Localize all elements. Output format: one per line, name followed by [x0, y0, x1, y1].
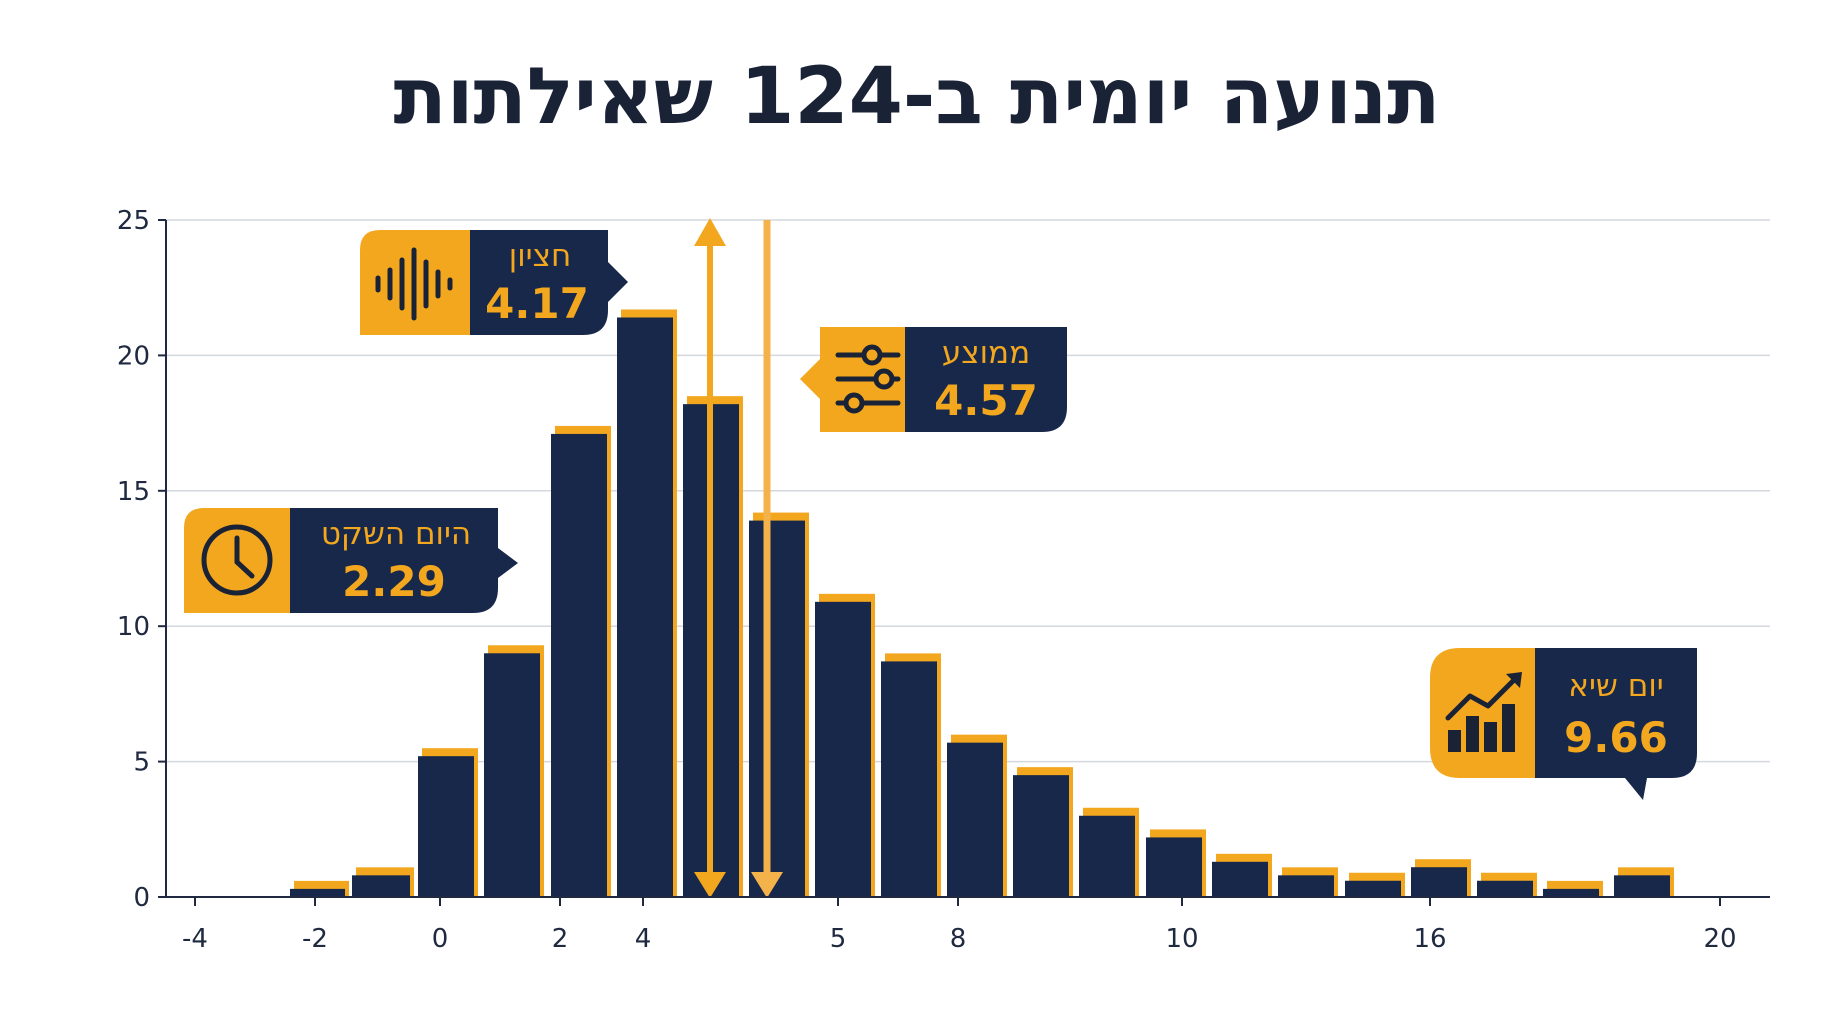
y-tick-label-5: 25	[117, 206, 150, 236]
callout-quietest-day: היום השקט 2.29	[184, 508, 518, 613]
x-tick-label-7: 10	[1165, 924, 1198, 954]
median-arrow-head-down	[694, 872, 726, 898]
x-tick-label-9: 20	[1703, 924, 1736, 954]
median-arrow-head-up	[694, 218, 726, 246]
x-tick-label-4: 4	[635, 924, 652, 954]
callout-peak-day: יום שיא 9.66	[1430, 648, 1697, 800]
bar-8	[815, 601, 871, 897]
bar-15	[1278, 875, 1334, 897]
bar-4	[551, 433, 607, 897]
bar-chart-trend-icon	[1445, 672, 1522, 752]
y-tick-label-1: 5	[133, 748, 150, 778]
callout-peak-label: יום שיא	[1568, 668, 1663, 704]
x-tick-label-2: 0	[432, 924, 449, 954]
callout-mean-label: ממוצע	[942, 335, 1030, 371]
bar-1	[352, 875, 410, 897]
bars	[290, 309, 1674, 897]
bar-7	[749, 520, 805, 897]
bar-2	[418, 756, 474, 897]
x-tick-label-0: -4	[182, 924, 208, 954]
y-tick-label-4: 20	[117, 341, 150, 371]
callout-median-text-box	[470, 230, 628, 335]
bar-13	[1146, 837, 1202, 897]
waveform-icon	[375, 247, 453, 321]
callout-mean-value: 4.57	[934, 376, 1038, 425]
axes	[165, 220, 1770, 898]
x-tick-label-5: 5	[830, 924, 847, 954]
callout-quietest-label: היום השקט	[321, 516, 471, 552]
callout-peak-text-box	[1535, 648, 1697, 800]
callout-peak-value: 9.66	[1564, 713, 1668, 762]
marker-arrows	[694, 218, 783, 898]
bar-19	[1543, 888, 1599, 897]
callout-median-label: חציון	[509, 238, 571, 274]
bar-14	[1212, 861, 1268, 897]
y-tick-label-0: 0	[133, 883, 150, 913]
bar-3	[484, 653, 540, 897]
bar-17	[1411, 867, 1467, 897]
median-arrow	[694, 218, 726, 898]
chart-title: תנועה יומית ב-124 שאילתות	[393, 52, 1441, 142]
bar-5	[617, 317, 673, 897]
bar-11	[1013, 775, 1069, 897]
x-axis-ticks: -4 -2 0 2 4 5 8 10 16 20	[182, 897, 1737, 954]
sliders-icon	[835, 344, 901, 414]
callout-mean-text-box	[905, 327, 1067, 432]
callout-quietest-value: 2.29	[342, 557, 446, 606]
y-tick-label-2: 10	[117, 612, 150, 642]
bar-20	[1614, 875, 1670, 897]
bar-12	[1079, 815, 1135, 897]
bar-9	[881, 661, 937, 897]
x-tick-label-1: -2	[302, 924, 328, 954]
bar-10	[947, 742, 1003, 897]
callout-median-value: 4.17	[485, 279, 589, 328]
callout-quietest-text-box	[290, 508, 518, 613]
y-axis-ticks: 0 5 10 15 20 25	[117, 206, 166, 913]
bar-16	[1345, 880, 1401, 897]
callout-peak-icon-box	[1430, 648, 1535, 778]
x-tick-label-6: 8	[950, 924, 967, 954]
callout-median: חציון 4.17	[360, 230, 628, 335]
y-tick-label-3: 15	[117, 477, 150, 507]
mean-arrow-head-down	[751, 872, 783, 898]
x-tick-label-8: 16	[1413, 924, 1446, 954]
x-tick-label-3: 2	[552, 924, 569, 954]
mean-arrow	[751, 220, 783, 898]
bar-18	[1477, 880, 1533, 897]
bar-0	[290, 888, 345, 897]
clock-icon	[201, 524, 273, 596]
callout-mean: ממוצע 4.57	[800, 327, 1067, 432]
